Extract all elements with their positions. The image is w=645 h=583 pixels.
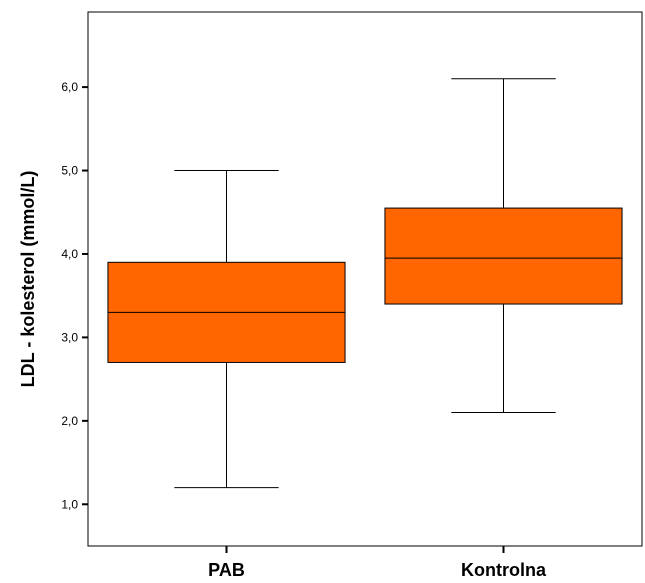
iqr-box	[384, 207, 623, 305]
y-tick-label-2: 3,0	[61, 330, 78, 344]
y-tick-label-3: 4,0	[61, 247, 78, 261]
x-tick-label-0: PAB	[208, 560, 245, 580]
y-tick-label-4: 5,0	[61, 164, 78, 178]
y-axis-title: LDL - kolesterol (mmol/L)	[18, 171, 38, 388]
box-pab	[107, 170, 346, 489]
y-axis: 1,0 2,0 3,0 4,0 5,0 6,0	[61, 80, 88, 511]
y-tick-label-0: 1,0	[61, 497, 78, 511]
x-tick-label-1: Kontrolna	[461, 560, 547, 580]
y-tick-label-1: 2,0	[61, 414, 78, 428]
x-axis: PAB Kontrolna	[208, 546, 547, 580]
y-tick-label-5: 6,0	[61, 80, 78, 94]
box-kontrolna	[384, 78, 623, 413]
boxes	[107, 78, 623, 489]
